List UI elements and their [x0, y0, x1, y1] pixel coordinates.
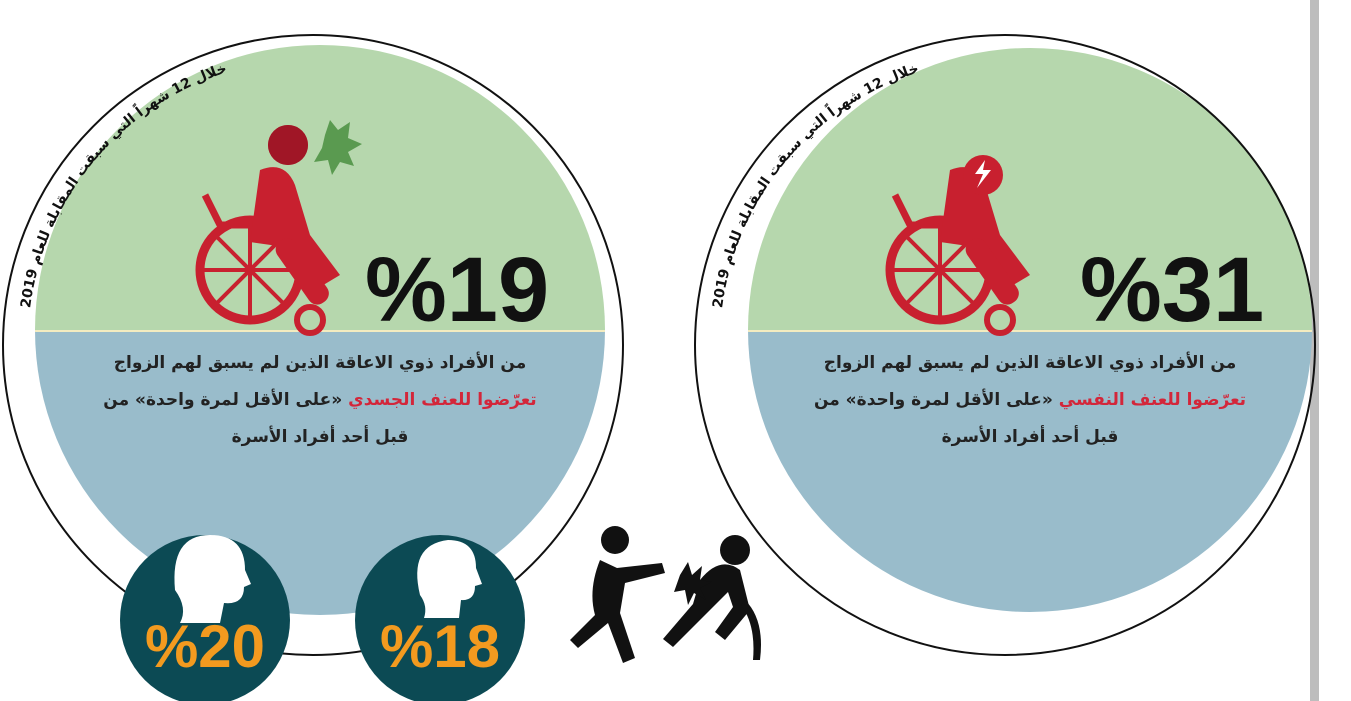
page: خلال 12 شهراً التي سبقت المقابلة للعام 2… [0, 0, 1351, 701]
panel-description: من الأفراد ذوي الاعاقة الذين لم يسبق لهم… [60, 345, 580, 456]
panel-percent: %19 [365, 238, 549, 343]
panel-description: من الأفراد ذوي الاعاقة الذين لم يسبق لهم… [770, 345, 1290, 456]
description-line: قبل أحد أفراد الأسرة [770, 419, 1290, 456]
gender-percent: %20 [120, 612, 290, 681]
description-line: تعرّضوا للعنف الجسدي «على الأقل لمرة واح… [60, 382, 580, 419]
description-text: «على الأقل لمرة واحدة» من [103, 390, 342, 410]
gender-percent: %18 [355, 612, 525, 681]
description-line: من الأفراد ذوي الاعاقة الذين لم يسبق لهم… [60, 345, 580, 382]
description-line: تعرّضوا للعنف النفسي «على الأقل لمرة واح… [770, 382, 1290, 419]
description-line: من الأفراد ذوي الاعاقة الذين لم يسبق لهم… [770, 345, 1290, 382]
panel-percent: %31 [1080, 238, 1264, 343]
description-text: «على الأقل لمرة واحدة» من [814, 390, 1053, 410]
highlight: تعرّضوا للعنف الجسدي [348, 390, 537, 410]
description-line: قبل أحد أفراد الأسرة [60, 419, 580, 456]
violence-icon [570, 526, 761, 663]
highlight: تعرّضوا للعنف النفسي [1059, 390, 1246, 410]
